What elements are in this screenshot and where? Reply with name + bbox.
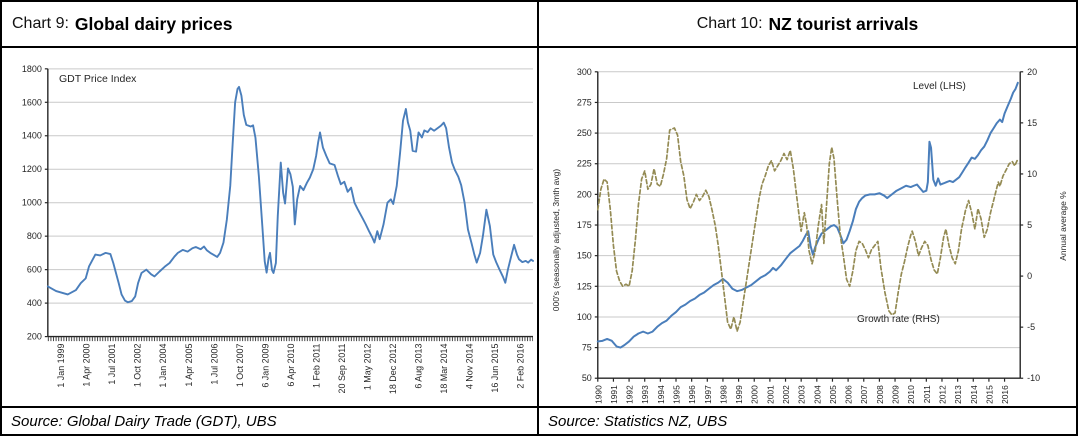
svg-text:2003: 2003 <box>797 385 807 404</box>
svg-text:600: 600 <box>27 265 42 275</box>
left-source-note: Source: Global Dairy Trade (GDT), UBS <box>2 406 537 434</box>
svg-text:2013: 2013 <box>953 385 963 404</box>
right-chart-panel: Chart 10: NZ tourist arrivals 50 75 100 125… <box>539 2 1076 434</box>
dairy-price-chart: 200 400 600 800 1000 1200 1400 1600 1800 1 Jan 19… <box>22 64 534 394</box>
svg-text:125: 125 <box>577 281 592 291</box>
svg-text:1 Oct 2002: 1 Oct 2002 <box>133 344 143 388</box>
svg-text:75: 75 <box>582 343 592 353</box>
svg-text:-10: -10 <box>1027 373 1040 383</box>
svg-text:1 Jan 2004: 1 Jan 2004 <box>158 343 168 387</box>
svg-text:2004: 2004 <box>812 385 822 404</box>
svg-text:1998: 1998 <box>718 385 728 404</box>
svg-text:20: 20 <box>1027 67 1037 77</box>
svg-text:100: 100 <box>577 312 592 322</box>
left-chart-header: Chart 9: Global dairy prices <box>2 2 537 48</box>
right-chart-number: Chart 10: <box>696 15 763 32</box>
svg-text:1 Feb 2011: 1 Feb 2011 <box>311 344 321 388</box>
svg-text:2005: 2005 <box>828 385 838 404</box>
svg-text:250: 250 <box>577 128 592 138</box>
svg-text:300: 300 <box>577 67 592 77</box>
svg-text:10: 10 <box>1027 169 1037 179</box>
svg-text:1000: 1000 <box>22 198 42 208</box>
svg-text:1 Jul 2001: 1 Jul 2001 <box>107 343 117 384</box>
right-chart-header: Chart 10: NZ tourist arrivals <box>539 2 1076 48</box>
left-chart-title: Global dairy prices <box>74 13 233 34</box>
svg-text:175: 175 <box>577 220 592 230</box>
svg-text:1 Apr 2000: 1 Apr 2000 <box>82 343 92 386</box>
left-chart-panel: Chart 9: Global dairy prices 200 400 600 80… <box>2 2 539 434</box>
svg-text:2009: 2009 <box>891 385 901 404</box>
svg-text:6 Aug 2013: 6 Aug 2013 <box>414 344 424 389</box>
svg-text:16 Jun 2015: 16 Jun 2015 <box>490 343 500 392</box>
svg-text:400: 400 <box>27 298 42 308</box>
svg-text:2016: 2016 <box>1000 385 1010 404</box>
svg-text:1992: 1992 <box>625 385 635 404</box>
svg-text:2010: 2010 <box>906 385 916 404</box>
svg-text:1993: 1993 <box>640 385 650 404</box>
svg-text:1 May 2012: 1 May 2012 <box>362 344 372 391</box>
svg-text:50: 50 <box>582 373 592 383</box>
svg-text:2002: 2002 <box>781 385 791 404</box>
svg-text:2014: 2014 <box>969 385 979 404</box>
svg-text:1990: 1990 <box>593 385 603 404</box>
svg-text:1800: 1800 <box>22 64 42 74</box>
svg-text:275: 275 <box>577 97 592 107</box>
svg-text:6 Apr 2010: 6 Apr 2010 <box>286 343 296 386</box>
right-chart-title: NZ tourist arrivals <box>768 13 919 34</box>
svg-text:1200: 1200 <box>22 164 42 174</box>
svg-text:1 Apr 2005: 1 Apr 2005 <box>184 343 194 386</box>
svg-text:1 Jul 2006: 1 Jul 2006 <box>209 343 219 384</box>
svg-text:5: 5 <box>1027 220 1032 230</box>
svg-text:2007: 2007 <box>859 385 869 404</box>
svg-text:15: 15 <box>1027 118 1037 128</box>
svg-text:150: 150 <box>577 251 592 261</box>
svg-text:1997: 1997 <box>703 385 713 404</box>
svg-text:2008: 2008 <box>875 385 885 404</box>
tourist-chart-area: 50 75 100 125 150 175 200 225 250 275 300 -10 -5 0 5 10… <box>539 48 1076 406</box>
svg-text:18 Mar 2014: 18 Mar 2014 <box>439 343 449 393</box>
left-chart-number: Chart 9: <box>12 15 69 32</box>
svg-text:1996: 1996 <box>687 385 697 404</box>
svg-text:1600: 1600 <box>22 97 42 107</box>
svg-text:1995: 1995 <box>671 385 681 404</box>
svg-text:-5: -5 <box>1027 322 1035 332</box>
svg-text:200: 200 <box>577 189 592 199</box>
svg-text:2012: 2012 <box>937 385 947 404</box>
svg-text:2 Feb 2016: 2 Feb 2016 <box>516 344 526 389</box>
svg-text:1 Jan 1999: 1 Jan 1999 <box>56 343 66 387</box>
svg-text:200: 200 <box>27 332 42 342</box>
svg-text:1 Oct 2007: 1 Oct 2007 <box>235 344 245 388</box>
svg-text:2001: 2001 <box>765 385 775 404</box>
svg-text:0: 0 <box>1027 271 1032 281</box>
svg-text:800: 800 <box>27 231 42 241</box>
dairy-chart-area: 200 400 600 800 1000 1200 1400 1600 1800 1 Jan 19… <box>2 48 537 406</box>
svg-text:1991: 1991 <box>609 385 619 404</box>
svg-text:1994: 1994 <box>656 385 666 404</box>
tourist-arrivals-chart: 50 75 100 125 150 175 200 225 250 275 300 -10 -5 0 5 10… <box>577 67 1040 404</box>
svg-text:18 Dec 2012: 18 Dec 2012 <box>388 343 398 394</box>
svg-text:2000: 2000 <box>750 385 760 404</box>
svg-text:2011: 2011 <box>922 385 932 403</box>
svg-text:2015: 2015 <box>984 385 994 404</box>
svg-text:6 Jan 2009: 6 Jan 2009 <box>260 343 270 387</box>
right-source-note: Source: Statistics NZ, UBS <box>539 406 1076 434</box>
svg-text:1400: 1400 <box>22 131 42 141</box>
svg-text:2006: 2006 <box>844 385 854 404</box>
svg-text:225: 225 <box>577 159 592 169</box>
svg-text:1999: 1999 <box>734 385 744 404</box>
svg-text:4 Nov 2014: 4 Nov 2014 <box>465 343 475 389</box>
svg-text:20 Sep 2011: 20 Sep 2011 <box>337 343 347 393</box>
